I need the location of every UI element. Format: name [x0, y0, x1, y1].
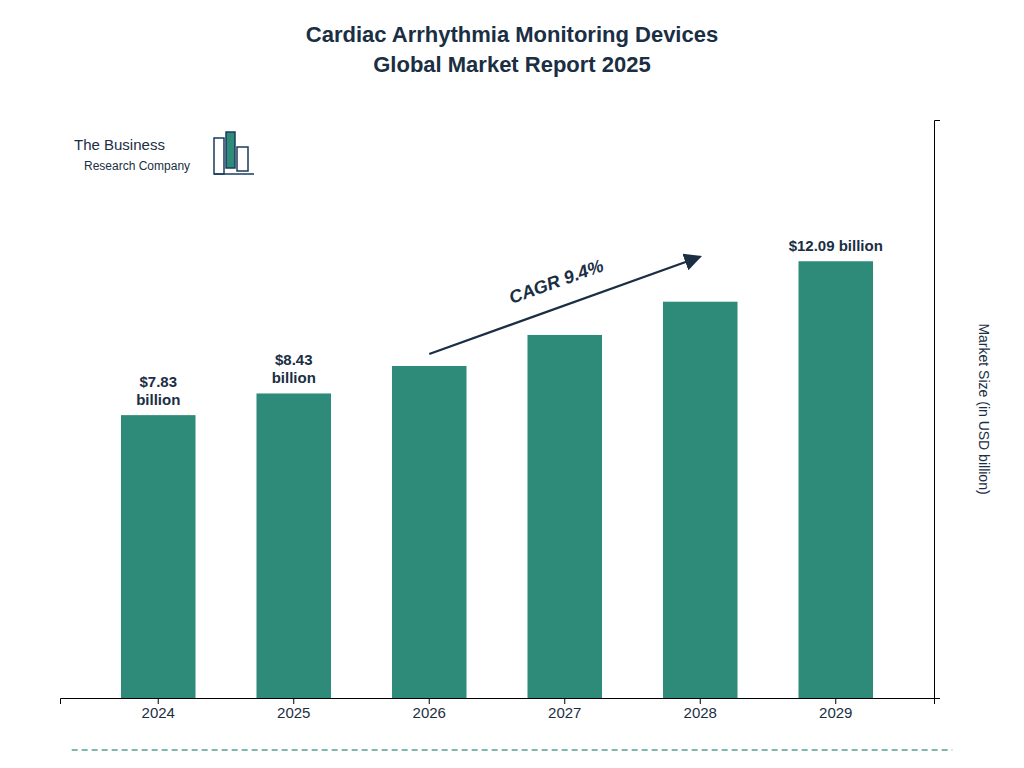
- data-label-line: $7.83: [139, 373, 177, 390]
- x-tick-label: 2028: [684, 704, 717, 721]
- x-tick: 2026: [413, 698, 446, 721]
- x-axis: 2024 2025 2026 2027 2028 2029: [61, 698, 935, 721]
- logo-text: Research Company: [84, 159, 190, 173]
- data-label-line: billion: [136, 391, 180, 408]
- chart-svg: 2024 2025 2026 2027 2028 2029 Market Size (in …: [0, 0, 1024, 768]
- logo-icon-part: [214, 138, 224, 174]
- data-label: $7.83billion: [136, 373, 180, 408]
- logo-icon: [214, 132, 254, 174]
- logo-text: The Business: [74, 136, 165, 153]
- x-axis-line: [61, 699, 935, 705]
- x-tick: 2029: [819, 698, 852, 721]
- chart-title: Cardiac Arrhythmia Monitoring Devices Glo…: [306, 22, 718, 77]
- bar: [121, 415, 196, 698]
- data-label-line: billion: [272, 369, 316, 386]
- y-axis-title: Market Size (in USD billion): [976, 323, 992, 494]
- data-label: $12.09 billion: [789, 237, 883, 254]
- x-tick-label: 2024: [142, 704, 175, 721]
- bar: [663, 302, 738, 698]
- x-tick: 2028: [684, 698, 717, 721]
- data-label-line: $12.09 billion: [789, 237, 883, 254]
- x-tick-label: 2026: [413, 704, 446, 721]
- x-tick: 2024: [142, 698, 175, 721]
- x-tick: 2027: [548, 698, 581, 721]
- data-label-line: $8.43: [275, 351, 313, 368]
- bars: [121, 261, 873, 698]
- chart-title-line: Cardiac Arrhythmia Monitoring Devices: [306, 22, 718, 47]
- x-tick-label: 2029: [819, 704, 852, 721]
- data-labels: $7.83billion$8.43billion$12.09 billion: [136, 237, 883, 408]
- bar: [527, 335, 602, 698]
- chart-title-line: Global Market Report 2025: [373, 52, 651, 77]
- bottom-rule: [72, 749, 953, 751]
- logo-icon-part: [237, 147, 248, 171]
- logo-icon-part: [226, 132, 235, 168]
- bar: [392, 366, 467, 698]
- bar: [798, 261, 873, 698]
- bar: [256, 393, 331, 698]
- x-tick: 2025: [277, 698, 310, 721]
- logo: The Business Research Company: [74, 132, 254, 174]
- data-label: $8.43billion: [272, 351, 316, 386]
- y-axis-line: [935, 121, 941, 699]
- y-axis: [935, 121, 941, 699]
- logo-icon-part: [214, 173, 254, 175]
- x-tick-label: 2025: [277, 704, 310, 721]
- x-tick-label: 2027: [548, 704, 581, 721]
- cagr-label: CAGR 9.4%: [506, 255, 606, 307]
